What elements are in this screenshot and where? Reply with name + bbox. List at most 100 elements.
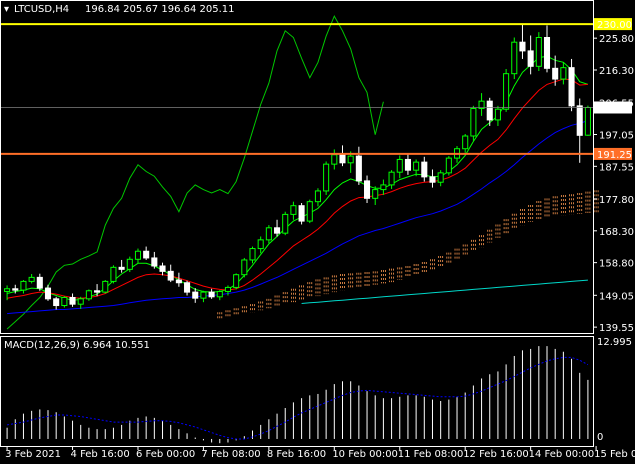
- candle-body: [363, 180, 371, 199]
- candle-body: [110, 266, 117, 282]
- candle-body: [265, 227, 272, 241]
- macd-top-tick: 12.995: [597, 337, 632, 348]
- candle-body: [151, 257, 158, 267]
- candle-body: [20, 280, 27, 291]
- macd-panel-border: [0, 336, 594, 447]
- x-tick-label: 10 Feb 00:00: [332, 449, 398, 460]
- candle-body: [372, 189, 379, 199]
- y-tick-label: 197.05: [599, 130, 634, 141]
- candle-body: [421, 161, 428, 178]
- overlay-line-2: [7, 78, 588, 299]
- overlay-line-4: [301, 279, 588, 304]
- candle-body: [134, 250, 142, 260]
- macd-signal-line: [7, 356, 589, 440]
- candle-body: [331, 154, 338, 165]
- x-tick-label: 7 Feb 08:00: [201, 449, 260, 460]
- candle-body: [257, 239, 264, 250]
- candle-body: [192, 291, 199, 299]
- candle-body: [429, 176, 436, 183]
- candle-body: [462, 135, 469, 150]
- candle-body: [143, 250, 150, 259]
- macd-plot-area: [6, 346, 589, 444]
- candle-body: [323, 163, 330, 192]
- candle-body: [233, 274, 240, 288]
- candle-body: [347, 155, 354, 164]
- x-tick-label: 12 Feb 16:00: [463, 449, 529, 460]
- chart-symbol-marker: ▾: [4, 4, 9, 15]
- candle-body: [126, 258, 133, 270]
- level-price-label: 230.00: [597, 20, 632, 31]
- candle-body: [4, 288, 11, 292]
- y-tick-label: 158.80: [599, 259, 634, 270]
- candle-body: [159, 265, 166, 272]
- overlay-line-1: [6, 55, 589, 301]
- candle-body: [184, 282, 191, 293]
- candle-body: [339, 154, 346, 164]
- y-tick-label: 225.80: [599, 34, 634, 45]
- candle-body: [274, 227, 281, 234]
- level-price-box: [594, 18, 632, 31]
- x-tick-label: 14 Feb 00:00: [529, 449, 595, 460]
- x-tick-label: 4 Feb 16:00: [71, 449, 130, 460]
- y-tick-label: 139.55: [599, 323, 634, 334]
- y-tick-label: 187.55: [599, 162, 634, 173]
- candle-body: [85, 290, 92, 300]
- x-tick-label: 8 Feb 16:00: [267, 449, 326, 460]
- candle-body: [388, 171, 395, 186]
- level-price-label: 191.25: [597, 150, 632, 161]
- candle-body: [470, 108, 477, 137]
- candle-body: [478, 100, 485, 110]
- candle-body: [298, 205, 305, 222]
- candle-body: [118, 266, 125, 270]
- candle-body: [175, 279, 182, 284]
- candle-body: [314, 190, 321, 203]
- x-tick-label: 15 Feb 08:00: [594, 449, 635, 460]
- candle-body: [200, 291, 207, 299]
- macd-zero-tick: 0: [597, 432, 603, 443]
- candle-body: [94, 290, 101, 293]
- x-tick-label: 3 Feb 2021: [5, 449, 61, 460]
- last-price-box: [594, 101, 632, 114]
- candle-body: [568, 67, 575, 107]
- candle-body: [306, 201, 313, 222]
- candle-body: [503, 73, 510, 110]
- candle-body: [224, 286, 232, 292]
- candle-body: [511, 41, 518, 75]
- candle-body: [486, 100, 493, 121]
- candle-body: [282, 213, 289, 234]
- candle-body: [290, 205, 297, 215]
- candle-body: [167, 270, 174, 281]
- candle-body: [77, 298, 84, 305]
- overlay-line-3: [7, 120, 589, 315]
- candle-body: [216, 290, 223, 298]
- ohlc-readout: 196.84 205.67 196.64 205.11: [85, 4, 235, 15]
- last-price-label: 205.11: [597, 103, 632, 114]
- candle-body: [12, 288, 19, 291]
- overlay-line-0: [6, 14, 384, 330]
- candle-body: [36, 276, 43, 289]
- candle-body: [560, 67, 567, 80]
- candle-body: [576, 105, 583, 136]
- candle-body: [102, 280, 109, 293]
- y-tick-label: 168.30: [599, 227, 634, 238]
- candle-body: [584, 106, 591, 136]
- x-tick-label: 6 Feb 00:00: [136, 449, 195, 460]
- candle-body: [28, 276, 35, 282]
- candle-body: [543, 37, 551, 69]
- candle-body: [396, 158, 403, 173]
- y-tick-label: 216.30: [599, 66, 634, 77]
- candle-body: [208, 291, 215, 298]
- chart-symbol: LTCUSD,H4: [14, 4, 69, 15]
- y-tick-label: 206.55: [599, 99, 634, 110]
- candle-body: [552, 67, 559, 80]
- candle-body: [494, 108, 501, 121]
- candle-body: [445, 157, 452, 174]
- candle-body: [535, 37, 542, 67]
- candle-body: [519, 41, 526, 52]
- candle-body: [61, 296, 68, 307]
- candle-body: [380, 184, 387, 191]
- candle-body: [355, 155, 362, 182]
- candle-body: [69, 296, 76, 305]
